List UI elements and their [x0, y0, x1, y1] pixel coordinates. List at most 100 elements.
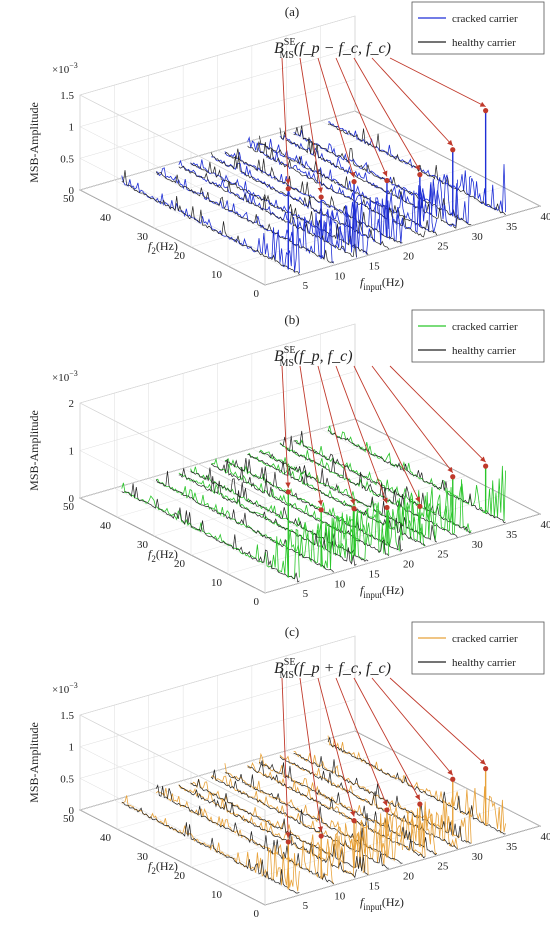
healthy-carrier-line	[178, 468, 357, 567]
spectrum-slices	[121, 365, 507, 583]
peak-marker	[285, 839, 291, 845]
annotation-arrow	[371, 365, 454, 474]
healthy-carrier-line	[293, 125, 472, 226]
grid-line	[217, 770, 403, 866]
z-axis: 0 0.5 1 1.5 ×10−3 MSB-Amplitude	[27, 681, 78, 817]
finput-tick-label: 15	[369, 568, 381, 580]
z-axis-label: MSB-Amplitude	[27, 102, 41, 183]
f2-tick-label: 20	[174, 250, 186, 262]
f2-tick-label: 40	[100, 520, 112, 532]
annotation-arrow	[371, 677, 454, 776]
legend-label: cracked carrier	[452, 321, 518, 333]
peak-marker	[351, 818, 357, 824]
legend-box	[411, 309, 545, 363]
finput-tick-label: 30	[472, 851, 484, 863]
grid-line	[320, 428, 506, 525]
grid-line	[354, 730, 541, 827]
cracked-carrier-line	[327, 735, 507, 834]
annotation-arrow	[281, 677, 291, 838]
peak-marker	[318, 194, 324, 200]
finput-tick-label: 20	[403, 559, 415, 571]
annotation-args: (f_p + f_c, f_c)	[294, 660, 391, 677]
legend-label: healthy carrier	[452, 657, 516, 669]
grid-line	[227, 494, 504, 575]
annotation-args: (f_p − f_c, f_c)	[294, 40, 391, 57]
legend: cracked carrier healthy carrier	[411, 1, 545, 55]
healthy-carrier-line	[155, 784, 334, 885]
finput-tick-label: 40	[541, 831, 550, 843]
annotation-arrow	[335, 677, 388, 807]
f2-tick-label: 0	[254, 908, 260, 920]
grid-line	[153, 456, 430, 537]
finput-axis-sub: input	[363, 282, 382, 292]
z-tick-label: 0	[69, 493, 75, 505]
finput-tick-label: 25	[437, 549, 449, 561]
z-tick-label: 1.5	[60, 710, 74, 722]
healthy-carrier-line	[247, 141, 426, 238]
healthy-carrier-line	[224, 458, 403, 553]
healthy-carrier-line	[178, 784, 357, 879]
chart-panel-b: (b) BSE MS(f_p, f_c) cracked carrier healthy…	[27, 309, 550, 608]
panel-title: (c)	[285, 624, 299, 639]
legend: cracked carrier healthy carrier	[411, 621, 545, 675]
z-axis: 0 1 2 ×10−3 MSB-Amplitude	[27, 369, 78, 505]
legend-box	[411, 1, 545, 55]
cracked-carrier-line	[258, 752, 438, 855]
z-scale-label: ×10−3	[52, 681, 78, 696]
finput-tick-label: 25	[437, 241, 449, 253]
grid-line	[320, 120, 506, 217]
finput-axis-label: finput(Hz)	[360, 275, 404, 292]
f2-tick-label: 50	[63, 193, 75, 205]
finput-tick-label: 15	[369, 880, 381, 892]
healthy-carrier-line	[155, 470, 335, 573]
axes-box	[78, 635, 542, 906]
finput-tick-label: 40	[541, 519, 550, 531]
peak-marker	[351, 179, 357, 185]
annotation-sup: SE	[284, 37, 296, 48]
z-tick-label: 2	[69, 398, 75, 410]
f2-tick-label: 0	[254, 596, 260, 608]
grid-line	[79, 79, 356, 159]
cracked-carrier-line	[327, 425, 507, 522]
grid-line	[79, 158, 266, 254]
msb-annotation: BSE MS(f_p − f_c, f_c)	[274, 37, 391, 61]
f2-tick-label: 20	[174, 558, 186, 570]
f2-tick-label: 10	[211, 889, 223, 901]
finput-axis-unit: (Hz)	[382, 895, 404, 909]
annotation-arrow	[299, 57, 324, 194]
z-tick-label: 0	[69, 185, 75, 197]
msb-annotation: BSE MS(f_p + f_c, f_c)	[274, 657, 391, 681]
annotation-sub: MS	[279, 50, 293, 61]
back-wall-finput	[79, 94, 266, 285]
f2-axis: 0 10 20 30 40 50 f2(Hz)	[63, 813, 260, 920]
grid-line	[190, 475, 467, 556]
annotation-arrow	[353, 677, 421, 801]
healthy-carrier-line	[155, 171, 334, 264]
grid-line	[153, 768, 430, 849]
panel-title: (b)	[284, 312, 299, 327]
healthy-carrier-line	[210, 459, 390, 557]
finput-axis-label: finput(Hz)	[360, 895, 404, 912]
grid-line	[79, 418, 356, 499]
finput-tick-label: 35	[506, 221, 518, 233]
peak-marker	[285, 489, 291, 495]
finput-axis: 5 10 15 20 25 30 35 40 finput(Hz)	[303, 831, 550, 912]
healthy-carrier-line	[327, 429, 506, 523]
legend-label: cracked carrier	[452, 13, 518, 25]
finput-axis-sub: input	[363, 902, 382, 912]
peak-marker	[483, 463, 489, 469]
annotation-arrow	[299, 677, 324, 833]
grid-line	[116, 749, 393, 830]
z-scale-exp: −3	[69, 369, 78, 378]
z-scale-exp: −3	[69, 681, 78, 690]
z-tick-label: 0	[69, 805, 75, 817]
grid-line	[79, 371, 356, 451]
grid-line	[190, 787, 467, 868]
finput-tick-label: 20	[403, 871, 415, 883]
annotation-sup: SE	[284, 345, 296, 356]
z-scale-label: ×10−3	[52, 61, 78, 76]
grid-line	[79, 47, 356, 127]
spectrum-slices	[121, 677, 507, 894]
f2-tick-label: 30	[137, 539, 149, 551]
healthy-carrier-line	[121, 801, 300, 894]
